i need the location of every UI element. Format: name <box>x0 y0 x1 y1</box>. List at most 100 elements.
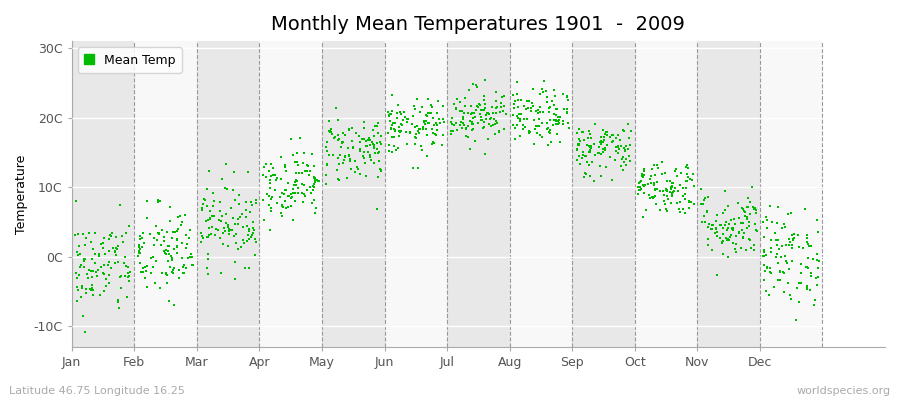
Point <box>694 218 708 225</box>
Point <box>331 132 346 138</box>
Point <box>710 271 724 278</box>
Point <box>681 174 696 180</box>
Point <box>278 187 293 193</box>
Point <box>578 153 592 159</box>
Point <box>429 132 444 138</box>
Point <box>507 101 521 108</box>
Point <box>76 231 90 237</box>
Point <box>393 120 408 127</box>
Point <box>804 273 818 280</box>
Point <box>725 224 740 231</box>
Point <box>572 141 586 147</box>
Point <box>356 155 371 161</box>
Point <box>591 149 606 156</box>
Point <box>296 160 310 167</box>
Point <box>617 146 632 153</box>
Point <box>150 199 165 206</box>
Point <box>770 260 785 266</box>
Point <box>294 170 309 176</box>
Point <box>465 119 480 126</box>
Point <box>660 188 674 194</box>
Point <box>757 234 771 240</box>
Point <box>205 190 220 196</box>
Point <box>514 96 528 103</box>
Point <box>319 181 333 188</box>
Point <box>410 123 425 129</box>
Point <box>687 200 701 207</box>
Point <box>330 167 345 174</box>
Point <box>362 134 376 141</box>
Point <box>173 213 187 219</box>
Point <box>513 132 527 139</box>
Point <box>665 180 680 186</box>
Point <box>649 200 663 207</box>
Point <box>483 115 498 122</box>
Point <box>242 236 256 242</box>
Point <box>650 186 664 192</box>
Point <box>792 299 806 305</box>
Point <box>637 168 652 174</box>
Point <box>570 157 584 163</box>
Point <box>288 190 302 196</box>
Point <box>228 197 242 203</box>
Point <box>102 248 116 254</box>
Point <box>202 207 217 214</box>
Point <box>599 142 614 148</box>
Point <box>783 239 797 246</box>
Point <box>495 94 509 100</box>
Point <box>720 237 734 243</box>
Point <box>406 164 420 171</box>
Point <box>598 164 613 170</box>
Point <box>506 112 520 118</box>
Point <box>531 110 545 116</box>
Point <box>408 134 422 140</box>
Point <box>580 152 594 159</box>
Point <box>146 264 160 270</box>
Point <box>660 185 674 192</box>
Point <box>491 120 505 126</box>
Point <box>347 169 362 176</box>
Point <box>88 230 103 236</box>
Point <box>172 274 186 281</box>
Point <box>757 262 771 268</box>
Point <box>660 187 674 193</box>
Point <box>165 257 179 263</box>
Point <box>207 213 221 220</box>
Point <box>228 220 242 227</box>
Point <box>576 149 590 156</box>
Point <box>170 242 184 249</box>
Point <box>219 211 233 218</box>
Point <box>140 198 154 204</box>
Point <box>231 201 246 207</box>
Point <box>142 231 157 237</box>
Point <box>148 280 162 286</box>
Point <box>718 207 733 213</box>
Point <box>268 187 283 193</box>
Point <box>420 113 435 119</box>
Point <box>169 244 184 251</box>
Point <box>477 119 491 125</box>
Point <box>663 200 678 206</box>
Point <box>245 202 259 208</box>
Point <box>256 216 271 223</box>
Point <box>614 162 628 169</box>
Point <box>675 192 689 199</box>
Point <box>606 137 620 144</box>
Point <box>384 149 399 155</box>
Point <box>718 219 733 225</box>
Point <box>547 110 562 117</box>
Point <box>644 173 659 179</box>
Point <box>570 146 584 153</box>
Point <box>509 122 524 129</box>
Point <box>427 122 441 128</box>
Point <box>489 105 503 112</box>
Point <box>220 222 235 228</box>
Point <box>274 190 289 196</box>
Point <box>278 162 293 168</box>
Point <box>419 125 434 132</box>
Point <box>287 158 302 165</box>
Point <box>365 127 380 133</box>
Point <box>763 265 778 271</box>
Point <box>157 238 171 244</box>
Point <box>497 103 511 109</box>
